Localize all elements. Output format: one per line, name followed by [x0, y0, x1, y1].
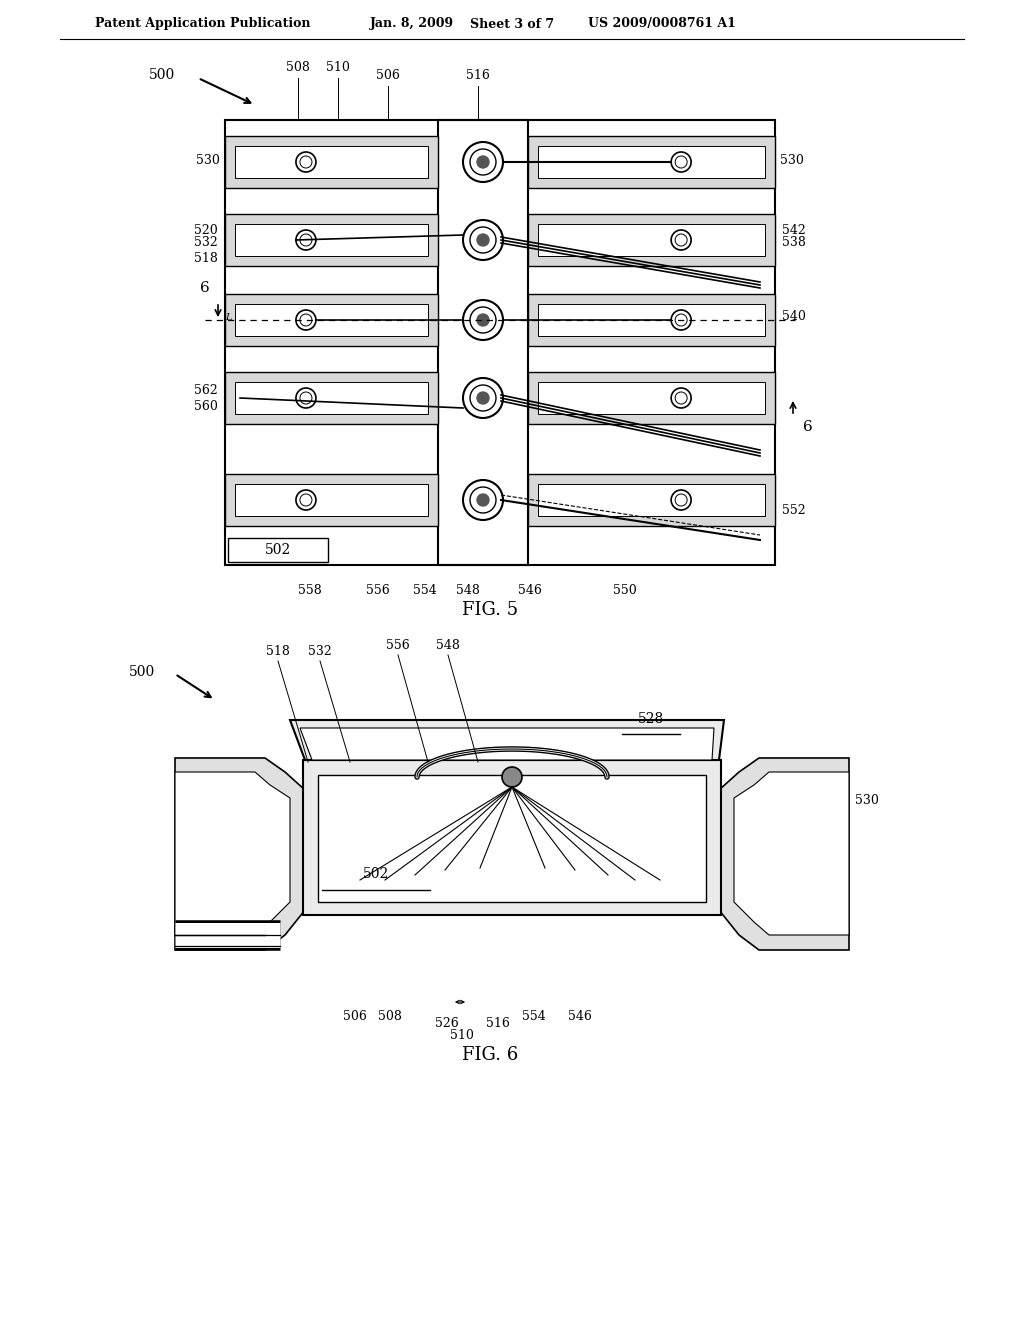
- Text: Sheet 3 of 7: Sheet 3 of 7: [470, 17, 554, 30]
- Bar: [225, 136, 438, 187]
- Bar: [528, 474, 775, 525]
- Circle shape: [477, 314, 489, 326]
- Bar: [528, 294, 775, 346]
- Text: US 2009/0008761 A1: US 2009/0008761 A1: [588, 17, 736, 30]
- Text: 554: 554: [413, 583, 437, 597]
- Text: 560: 560: [195, 400, 218, 412]
- Text: 530: 530: [197, 153, 220, 166]
- Text: 542: 542: [782, 223, 806, 236]
- Bar: [234, 304, 428, 337]
- Bar: [538, 484, 765, 516]
- Text: 530: 530: [855, 793, 879, 807]
- Text: Jan. 8, 2009: Jan. 8, 2009: [370, 17, 454, 30]
- Polygon shape: [175, 758, 305, 950]
- Text: 550: 550: [613, 583, 637, 597]
- Text: 516: 516: [486, 1016, 510, 1030]
- Text: 528: 528: [638, 711, 665, 726]
- Text: 556: 556: [367, 583, 390, 597]
- Text: FIG. 6: FIG. 6: [462, 1045, 518, 1064]
- Polygon shape: [734, 772, 849, 935]
- Bar: [538, 147, 765, 178]
- Text: L: L: [225, 314, 231, 322]
- Text: 546: 546: [568, 1010, 592, 1023]
- Text: 558: 558: [298, 583, 322, 597]
- Bar: [538, 224, 765, 256]
- Polygon shape: [719, 758, 849, 950]
- Text: 6: 6: [200, 281, 210, 294]
- Text: 532: 532: [195, 236, 218, 249]
- Text: 506: 506: [376, 69, 400, 82]
- Text: 516: 516: [466, 69, 489, 82]
- Text: 552: 552: [782, 503, 806, 516]
- Bar: [438, 120, 528, 565]
- Bar: [234, 224, 428, 256]
- Text: 556: 556: [386, 639, 410, 652]
- Text: 518: 518: [195, 252, 218, 264]
- Text: 520: 520: [195, 223, 218, 236]
- Text: 538: 538: [782, 236, 806, 249]
- Text: 546: 546: [518, 583, 542, 597]
- Bar: [225, 294, 438, 346]
- Text: 500: 500: [129, 665, 155, 678]
- Circle shape: [477, 156, 489, 168]
- Circle shape: [502, 767, 522, 787]
- Text: 502: 502: [362, 867, 389, 880]
- Bar: [228, 539, 328, 562]
- Bar: [318, 775, 706, 902]
- Bar: [538, 381, 765, 414]
- Text: 548: 548: [456, 583, 480, 597]
- Circle shape: [477, 392, 489, 404]
- Text: 510: 510: [451, 1030, 474, 1041]
- Text: Patent Application Publication: Patent Application Publication: [95, 17, 310, 30]
- Text: 6: 6: [803, 420, 813, 434]
- Bar: [234, 484, 428, 516]
- Text: 510: 510: [326, 61, 350, 74]
- Text: 508: 508: [286, 61, 310, 74]
- Text: 526: 526: [435, 1016, 459, 1030]
- Bar: [225, 474, 438, 525]
- Circle shape: [477, 234, 489, 246]
- Bar: [303, 760, 721, 915]
- Text: 518: 518: [266, 645, 290, 657]
- Text: 548: 548: [436, 639, 460, 652]
- Text: 508: 508: [378, 1010, 402, 1023]
- Text: 530: 530: [780, 153, 804, 166]
- Text: 502: 502: [265, 543, 291, 557]
- Text: 506: 506: [343, 1010, 367, 1023]
- Polygon shape: [175, 772, 290, 935]
- Polygon shape: [300, 729, 714, 760]
- Text: 500: 500: [148, 69, 175, 82]
- Bar: [538, 304, 765, 337]
- Bar: [528, 214, 775, 267]
- Bar: [225, 214, 438, 267]
- Text: 540: 540: [782, 310, 806, 323]
- Text: 562: 562: [195, 384, 218, 396]
- Bar: [528, 372, 775, 424]
- Bar: [528, 136, 775, 187]
- Text: 554: 554: [522, 1010, 546, 1023]
- Circle shape: [477, 494, 489, 506]
- Bar: [234, 147, 428, 178]
- Polygon shape: [290, 719, 724, 760]
- Text: FIG. 5: FIG. 5: [462, 601, 518, 619]
- Bar: [234, 381, 428, 414]
- Bar: [225, 120, 775, 565]
- Text: 532: 532: [308, 645, 332, 657]
- Bar: [225, 372, 438, 424]
